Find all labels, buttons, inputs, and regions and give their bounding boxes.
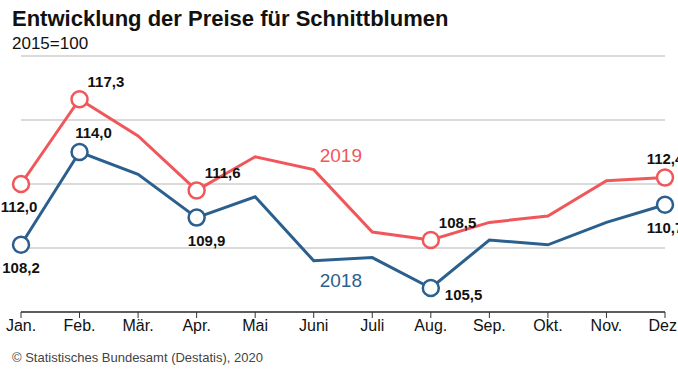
svg-text:114,0: 114,0 [75,124,112,141]
svg-text:112,0: 112,0 [8,198,37,215]
html-text:2015=100: 2015=100 [12,34,89,53]
svg-text:109,9: 109,9 [188,232,226,249]
svg-text:112,4: 112,4 [647,150,670,167]
html-text:Entwicklung der Preise für Sch: Entwicklung der Preise für Schnittblumen [12,6,449,31]
svg-text:Apr.: Apr. [182,317,210,334]
svg-text:105,5: 105,5 [445,286,483,303]
html-text:© Statistisches Bundesamt (Des: © Statistisches Bundesamt (Destatis), 20… [12,350,263,365]
svg-text:111,6: 111,6 [205,164,241,181]
svg-text:Mai: Mai [242,317,268,334]
svg-text:Mär.: Mär. [123,317,154,334]
svg-text:108,2: 108,2 [8,259,40,276]
svg-text:Juni: Juni [299,317,328,334]
svg-text:Okt.: Okt. [533,317,562,334]
svg-text:Feb.: Feb. [64,317,96,334]
svg-text:117,3: 117,3 [88,73,125,90]
svg-text:Aug.: Aug. [414,317,447,334]
svg-text:2019: 2019 [320,145,362,166]
svg-text:108,5: 108,5 [439,214,477,231]
svg-text:Jan.: Jan. [8,317,36,334]
svg-text:Sep.: Sep. [473,317,506,334]
svg-text:Dez.: Dez. [649,317,670,334]
svg-text:Nov.: Nov. [591,317,623,334]
svg-text:110,7: 110,7 [647,219,670,236]
svg-text:2018: 2018 [320,270,362,291]
svg-text:Juli: Juli [360,317,384,334]
